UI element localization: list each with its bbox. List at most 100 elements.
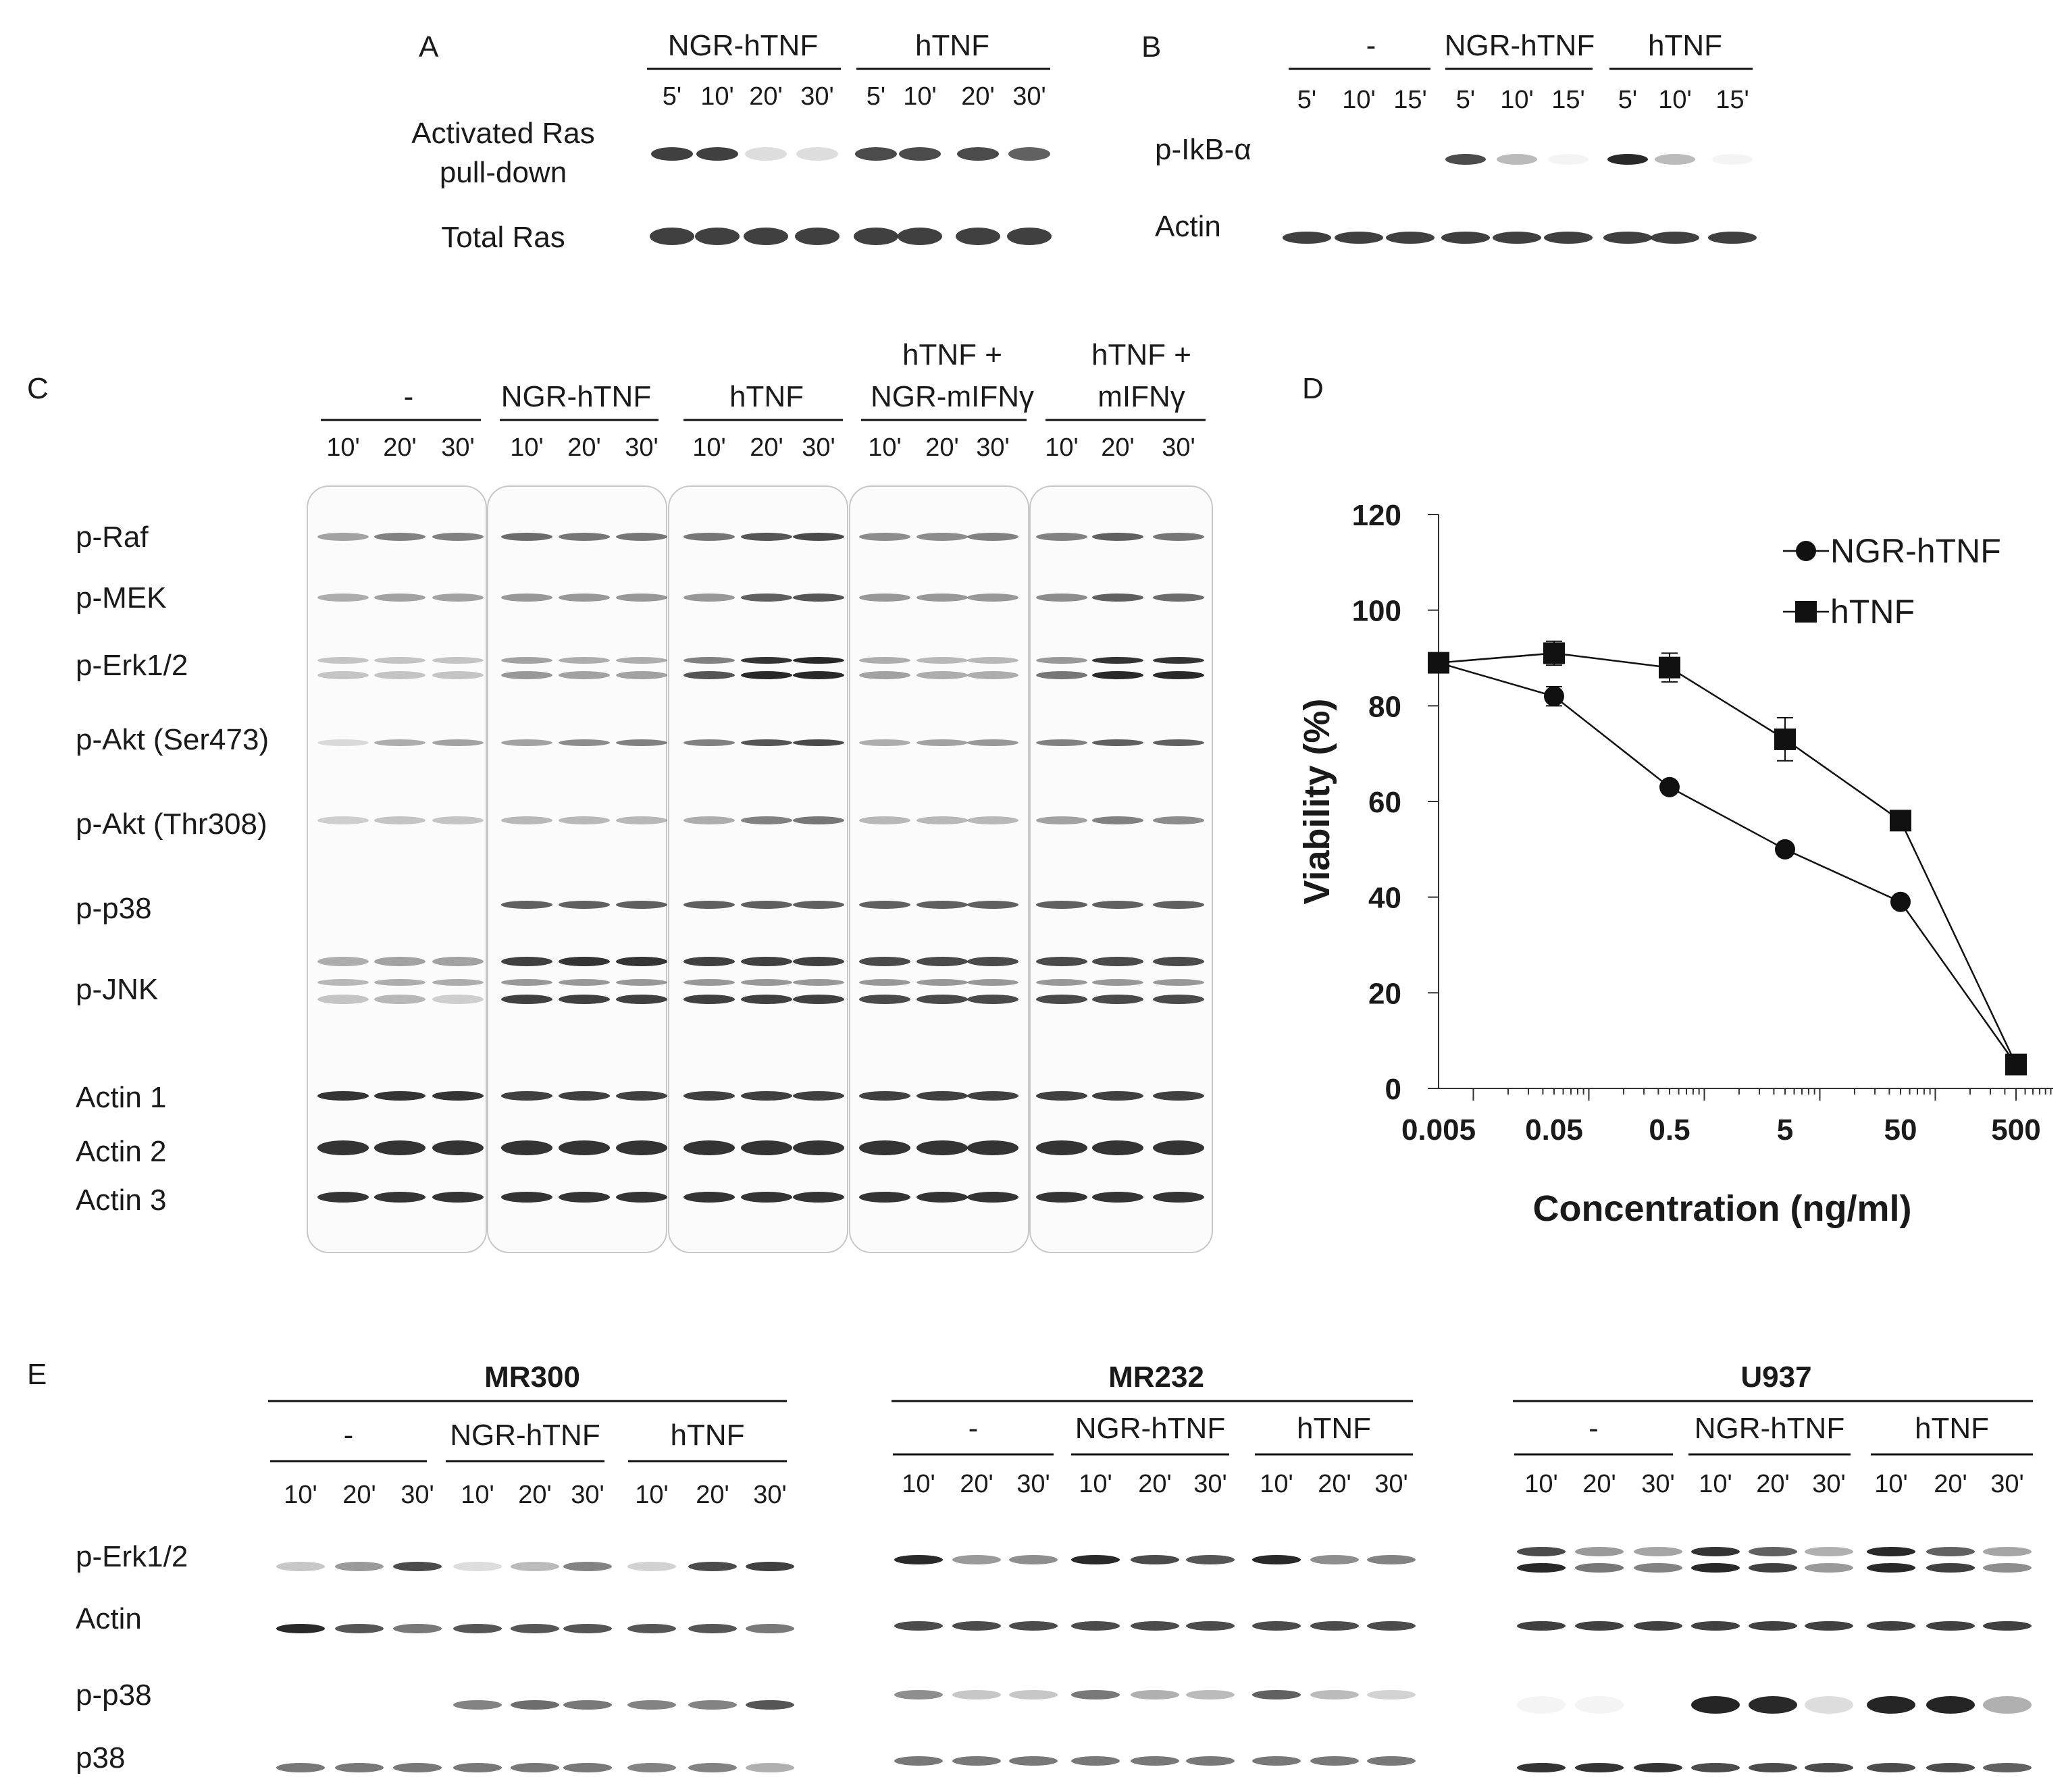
blot-band (683, 816, 735, 824)
blot-band (1634, 1563, 1682, 1573)
panel-e-row-label: p38 (76, 1741, 125, 1774)
blot-band (559, 594, 610, 602)
legend-marker (1795, 601, 1817, 623)
blot-band (501, 995, 552, 1004)
blot-band (1131, 1621, 1179, 1631)
blot-band (793, 995, 844, 1004)
blot-band (916, 995, 968, 1004)
legend-label: NGR-hTNF (1830, 532, 2001, 570)
panel-a-group-label: NGR-hTNF (668, 29, 818, 62)
blot-band (616, 671, 667, 679)
blot-band (616, 901, 667, 909)
y-axis-label: Viability (%) (1297, 698, 1337, 904)
blot-band (859, 901, 910, 909)
blot-band (432, 594, 484, 602)
blot-band (683, 1192, 735, 1203)
blot-band (501, 739, 552, 746)
blot-band (1367, 1555, 1416, 1564)
blot-band (1252, 1690, 1301, 1699)
blot-band (1092, 533, 1143, 541)
blot-band (1131, 1690, 1179, 1699)
panel-c-row-label: p-p38 (76, 892, 152, 925)
blot-band (335, 1562, 384, 1571)
panel-c-time: 10' (692, 433, 726, 462)
blot-band (501, 957, 552, 966)
blot-band (793, 1140, 844, 1155)
blot-band (916, 671, 968, 679)
blot-band (1252, 1756, 1301, 1766)
blot-band (559, 739, 610, 746)
blot-band (793, 594, 844, 602)
panel-c-group-label: NGR-hTNF (501, 380, 651, 413)
data-point (1428, 652, 1449, 674)
blot-band (616, 1091, 667, 1101)
blot-band (741, 671, 792, 679)
panel-e-cell-label: U937 (1740, 1361, 1811, 1394)
blot-band (1983, 1696, 2032, 1714)
y-tick-label: 100 (1352, 595, 1401, 628)
panel-b-blot (1283, 154, 1757, 244)
panel-e-time: 10' (1874, 1470, 1908, 1498)
data-point (1890, 810, 1911, 832)
blot-band (688, 1700, 737, 1710)
blot-membrane (307, 485, 487, 1253)
panel-b-time: 5' (1456, 86, 1475, 114)
blot-band (317, 957, 369, 966)
blot-band (952, 1621, 1001, 1631)
blot-band (501, 979, 552, 986)
blot-band (1092, 957, 1143, 966)
blot-band (501, 594, 552, 602)
blot-band (859, 995, 910, 1004)
panel-e-cell-label: MR300 (484, 1361, 580, 1394)
panel-a-time: 30' (800, 82, 834, 111)
blot-band (1805, 1696, 1853, 1714)
blot-band (967, 739, 1018, 746)
x-tick-label: 0.005 (1401, 1113, 1476, 1147)
blot-band (1071, 1756, 1120, 1766)
panel-e-group-label: - (344, 1419, 354, 1452)
blot-band (563, 1700, 612, 1710)
panel-e-group-label: - (1589, 1412, 1599, 1445)
legend-label: hTNF (1830, 593, 1915, 631)
panel-a-time: 10' (700, 82, 734, 111)
blot-band (744, 228, 788, 245)
blot-band (741, 1091, 792, 1101)
blot-band (563, 1562, 612, 1571)
x-axis-label: Concentration (ng/ml) (1533, 1188, 1912, 1229)
blot-band (1186, 1621, 1235, 1631)
blot-band (741, 657, 792, 664)
panel-a-time: 10' (903, 82, 937, 111)
panel-c-group-label: - (404, 380, 414, 413)
blot-band (511, 1562, 559, 1571)
blot-band (683, 594, 735, 602)
blot-band (559, 533, 610, 541)
panel-e-time: 20' (1934, 1470, 1967, 1498)
blot-band (511, 1624, 559, 1633)
data-point (2005, 1053, 2027, 1076)
legend-marker (1796, 541, 1816, 561)
panel-b-group-label: NGR-hTNF (1445, 29, 1595, 62)
blot-band (616, 533, 667, 541)
blot-band (793, 533, 844, 541)
blot-band (1036, 657, 1087, 664)
blot-band (374, 657, 425, 664)
blot-band (957, 147, 999, 161)
panel-c-time: 20' (567, 433, 601, 462)
panel-a-time: 5' (867, 82, 885, 111)
blot-band (1867, 1696, 1915, 1714)
blot-band (432, 739, 484, 746)
panel-c-time: 30' (802, 433, 835, 462)
blot-band (683, 957, 735, 966)
blot-band (1252, 1621, 1301, 1631)
blot-band (563, 1624, 612, 1633)
blot-band (616, 1192, 667, 1203)
blot-band (793, 1091, 844, 1101)
panel-b-time: 10' (1500, 86, 1534, 114)
blot-band (1007, 228, 1052, 245)
blot-band (559, 995, 610, 1004)
panel-b-time: 15' (1715, 86, 1749, 114)
panel-e-time: 30' (1016, 1470, 1050, 1498)
blot-band (374, 979, 425, 986)
